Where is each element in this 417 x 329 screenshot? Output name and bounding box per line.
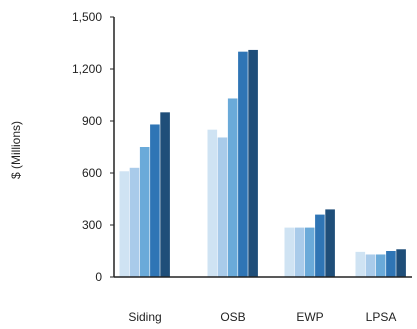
bar-osb-5 — [248, 49, 258, 278]
y-tick-label: 300 — [82, 218, 102, 232]
x-category-label-osb: OSB — [220, 310, 245, 324]
bar-ewp-4 — [315, 214, 325, 277]
bar-siding-3 — [139, 147, 150, 277]
y-tick-label: 1,200 — [72, 62, 102, 76]
x-category-label-siding: Siding — [128, 310, 161, 324]
bar-lpsa-4 — [386, 251, 396, 277]
bar-lpsa-2 — [365, 254, 376, 277]
bar-siding-5 — [160, 112, 170, 277]
bar-lpsa-3 — [375, 254, 386, 277]
y-axis-ticks: 0 300 600 900 1,200 1,500 — [72, 10, 114, 284]
x-axis-category-labels: Siding OSB EWP LPSA — [128, 310, 396, 324]
bar-lpsa-1 — [355, 251, 366, 277]
bar-siding-2 — [129, 167, 140, 277]
y-axis-title: $ (Millions) — [9, 121, 23, 179]
bar-siding-4 — [150, 124, 160, 277]
bar-siding-1 — [119, 171, 130, 277]
y-tick-label: 900 — [82, 114, 102, 128]
x-category-label-ewp: EWP — [296, 310, 323, 324]
bar-lpsa-5 — [396, 249, 406, 277]
bar-osb-3 — [227, 98, 238, 277]
bars — [119, 49, 406, 278]
bar-osb-4 — [238, 51, 248, 277]
bar-ewp-2 — [294, 227, 305, 277]
bar-osb-2 — [217, 137, 228, 277]
y-tick-label: 600 — [82, 166, 102, 180]
bar-ewp-1 — [284, 227, 295, 277]
x-category-label-lpsa: LPSA — [366, 310, 397, 324]
y-tick-label: 1,500 — [72, 10, 102, 24]
bar-ewp-3 — [304, 227, 315, 277]
bar-ewp-5 — [325, 209, 335, 277]
bar-osb-1 — [207, 129, 218, 277]
y-tick-label: 0 — [95, 270, 102, 284]
